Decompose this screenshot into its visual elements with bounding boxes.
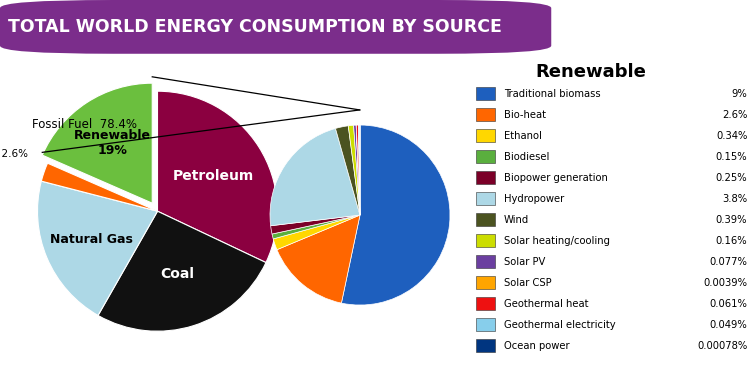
Text: 0.00078%: 0.00078% (697, 341, 747, 351)
Bar (476, 108, 496, 121)
Text: Nuclear 2.6%: Nuclear 2.6% (0, 149, 28, 159)
Wedge shape (277, 215, 360, 303)
Bar (476, 339, 496, 353)
Bar (476, 87, 496, 101)
Text: Solar CSP: Solar CSP (504, 278, 551, 288)
Text: 0.049%: 0.049% (710, 319, 747, 329)
Wedge shape (358, 125, 360, 215)
Text: 0.077%: 0.077% (710, 257, 747, 266)
Text: Coal: Coal (160, 267, 194, 281)
Wedge shape (341, 125, 450, 305)
Bar (476, 192, 496, 205)
Text: 0.34%: 0.34% (716, 131, 747, 141)
Wedge shape (270, 128, 360, 226)
Bar (476, 171, 496, 184)
Wedge shape (353, 125, 360, 215)
Wedge shape (335, 126, 360, 215)
Text: Hydropower: Hydropower (504, 194, 564, 204)
Bar (476, 297, 496, 310)
Text: Solar heating/cooling: Solar heating/cooling (504, 236, 610, 246)
Text: Bio-heat: Bio-heat (504, 110, 545, 120)
Wedge shape (38, 181, 158, 315)
Text: Petroleum: Petroleum (172, 169, 254, 183)
Bar (476, 234, 496, 247)
Wedge shape (98, 211, 266, 331)
Text: Geothermal heat: Geothermal heat (504, 299, 588, 309)
Text: 9%: 9% (731, 89, 747, 99)
Bar (476, 129, 496, 142)
Text: Renewable
19%: Renewable 19% (74, 129, 152, 157)
Text: Ethanol: Ethanol (504, 131, 542, 141)
Text: 0.25%: 0.25% (716, 173, 747, 183)
Wedge shape (41, 163, 158, 211)
Text: 0.39%: 0.39% (716, 215, 747, 225)
Text: Biopower generation: Biopower generation (504, 173, 608, 183)
FancyBboxPatch shape (0, 0, 551, 54)
Wedge shape (158, 91, 278, 263)
Wedge shape (42, 83, 152, 203)
Text: 2.6%: 2.6% (722, 110, 747, 120)
Text: 0.0039%: 0.0039% (704, 278, 747, 288)
Text: Ocean power: Ocean power (504, 341, 569, 351)
Text: 0.15%: 0.15% (716, 152, 747, 162)
Wedge shape (272, 215, 360, 239)
Text: Renewable: Renewable (536, 63, 646, 81)
Bar (476, 150, 496, 164)
Text: TOTAL WORLD ENERGY CONSUMPTION BY SOURCE: TOTAL WORLD ENERGY CONSUMPTION BY SOURCE (8, 18, 501, 36)
Text: 3.8%: 3.8% (722, 194, 747, 204)
Text: Biodiesel: Biodiesel (504, 152, 549, 162)
Text: Geothermal electricity: Geothermal electricity (504, 319, 615, 329)
Text: 0.16%: 0.16% (716, 236, 747, 246)
Bar (476, 255, 496, 268)
Bar (476, 213, 496, 227)
Wedge shape (348, 125, 360, 215)
Wedge shape (356, 125, 360, 215)
Text: Natural Gas: Natural Gas (50, 233, 133, 246)
Bar (476, 276, 496, 290)
Text: 0.061%: 0.061% (710, 299, 747, 309)
Text: Traditional biomass: Traditional biomass (504, 89, 600, 99)
Bar (476, 318, 496, 331)
Text: Solar PV: Solar PV (504, 257, 545, 266)
Wedge shape (273, 215, 360, 250)
Text: Fossil Fuel  78.4%: Fossil Fuel 78.4% (32, 118, 136, 131)
Wedge shape (356, 125, 360, 215)
Text: Wind: Wind (504, 215, 529, 225)
Wedge shape (271, 215, 360, 234)
